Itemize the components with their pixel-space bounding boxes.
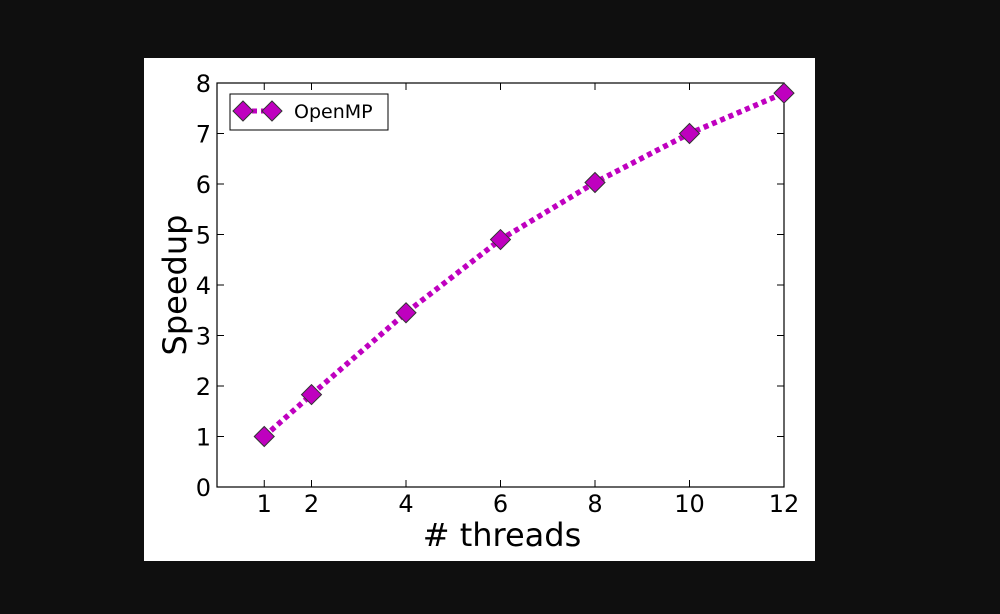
- data-point: [395, 302, 417, 324]
- x-tick-label: 1: [257, 490, 272, 518]
- y-tick-label: 1: [196, 424, 211, 452]
- data-point: [253, 425, 275, 448]
- x-tick-label: 4: [398, 490, 413, 518]
- x-tick-label: 12: [769, 490, 800, 518]
- x-tick-label: 8: [587, 490, 602, 518]
- y-tick-label: 4: [196, 272, 211, 300]
- y-tick-label: 3: [196, 323, 211, 351]
- data-point: [584, 171, 606, 194]
- y-axis-label: Speedup: [156, 215, 194, 356]
- figure: 1 2 4 6 8 10 12 0 1 2 3 4 5 6 7 8 # threads Speedup Ope…: [144, 58, 815, 561]
- legend-marker: [261, 100, 283, 122]
- data-point: [489, 228, 512, 251]
- data-point: [678, 122, 701, 145]
- y-tick-label: 0: [196, 474, 211, 502]
- y-tick-label: 5: [196, 222, 211, 250]
- x-tick-label: 10: [674, 490, 705, 518]
- y-tick-label: 2: [196, 373, 211, 401]
- series-layer: [253, 82, 795, 448]
- data-point: [773, 82, 795, 104]
- x-axis-label: # threads: [423, 516, 582, 554]
- y-tick-label: 6: [196, 171, 211, 199]
- legend: OpenMP: [229, 93, 389, 131]
- legend-label: OpenMP: [294, 101, 373, 123]
- y-tick-label: 7: [196, 121, 211, 149]
- plot-frame: [216, 82, 785, 488]
- legend-box: [229, 93, 389, 131]
- legend-marker: [232, 100, 254, 122]
- x-tick-label: 6: [493, 490, 508, 518]
- data-point: [300, 383, 323, 406]
- y-tick-label: 8: [196, 70, 211, 98]
- x-tick-label: 2: [304, 490, 319, 518]
